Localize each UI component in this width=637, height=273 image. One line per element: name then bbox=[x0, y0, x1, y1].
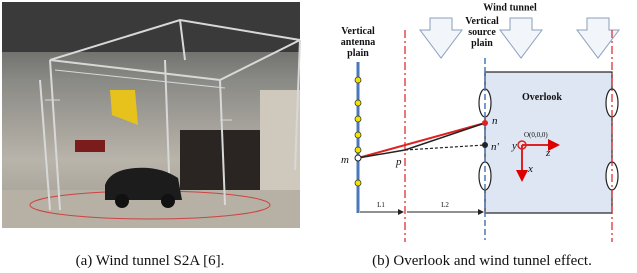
overlook-label: Overlook bbox=[522, 92, 562, 103]
origin-label: O(0,0,0) bbox=[524, 131, 548, 139]
distance-label: L1 bbox=[377, 201, 385, 209]
wind-arrows bbox=[420, 18, 619, 58]
distance-label: L2 bbox=[441, 201, 449, 209]
wind-tunnel-label: Wind tunnel bbox=[483, 2, 537, 13]
axis-label: y bbox=[511, 140, 517, 152]
photo bbox=[2, 2, 300, 228]
caption: (a) Wind tunnel S2A [6]. bbox=[76, 253, 225, 269]
source-plain-label: Vertical bbox=[465, 16, 499, 27]
caption: (b) Overlook and wind tunnel effect. bbox=[372, 253, 592, 269]
axis-label: x bbox=[527, 163, 533, 175]
source-plain-label: plain bbox=[471, 38, 493, 49]
source-plain-label: source bbox=[468, 27, 496, 38]
point-label: n' bbox=[491, 141, 500, 153]
point-label: p bbox=[395, 156, 402, 168]
point-label: n bbox=[492, 115, 498, 127]
antenna-plain-label: antenna bbox=[341, 37, 375, 48]
point-label: m bbox=[341, 154, 349, 166]
antenna-plain-label: Vertical bbox=[341, 26, 375, 37]
axis-label: z bbox=[545, 147, 551, 159]
figure: Wind tunnel Vertical antenna plain Verti… bbox=[0, 0, 637, 273]
antenna-plain-label: plain bbox=[347, 48, 369, 59]
diagram: Wind tunnel Vertical antenna plain Verti… bbox=[341, 2, 619, 242]
